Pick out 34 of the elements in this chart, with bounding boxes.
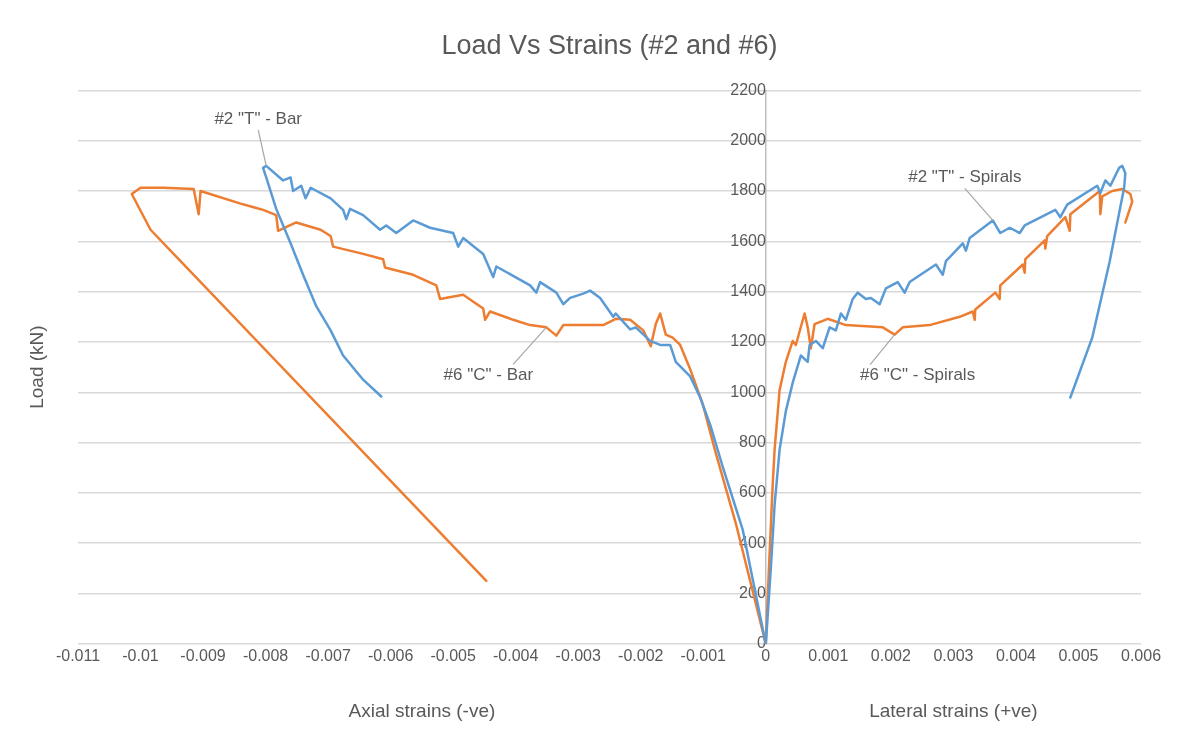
y-tick-label: 600 [739,483,766,501]
x-tick-label: 0.003 [933,646,974,664]
y-tick-label: 800 [739,432,766,450]
text: #2 "T" - Bar [214,108,303,128]
x-tick-label: 0.001 [808,646,849,664]
x-tick-label: -0.009 [180,646,226,664]
x-tick-label: 0.006 [1120,646,1162,664]
x-tick-label: -0.007 [305,646,351,664]
x-tick-label: -0.005 [430,646,476,664]
x-tick-label: -0.003 [555,646,602,664]
x-tick-label: -0.006 [367,646,414,664]
x-tick-label: -0.004 [493,646,539,664]
y-tick-label: 1400 [730,282,766,300]
x-tick-label: -0.01 [122,646,159,664]
y-tick-label: 1800 [730,181,766,199]
text: #6 "C" - Spirals [860,365,976,385]
y-tick-label: 2000 [730,131,766,149]
x-tick-label: -0.002 [618,646,664,664]
y-tick-label: 1000 [730,382,766,400]
text: Lateral strains (+ve) [869,700,1038,722]
x-tick-label: -0.011 [55,646,101,664]
x-tick-label: 0.002 [870,646,911,664]
x-tick-label: -0.008 [242,646,289,664]
y-tick-label: 1200 [730,332,766,350]
text: #2 "T" - Spirals [908,167,1022,187]
y-tick-label: 2200 [730,80,766,98]
x-tick-label: 0.005 [1058,646,1099,664]
chart-title: Load Vs Strains (#2 and #6) [441,29,778,60]
y-axis-title: Load (kN) [26,325,48,409]
x-tick-label: -0.001 [680,646,727,664]
y-tick-label: 1600 [730,231,766,249]
x-tick-label: 0.004 [995,646,1037,664]
text: #6 "C" - Bar [443,365,534,385]
x-axis-title: Axial strains (-ve) [348,700,496,722]
